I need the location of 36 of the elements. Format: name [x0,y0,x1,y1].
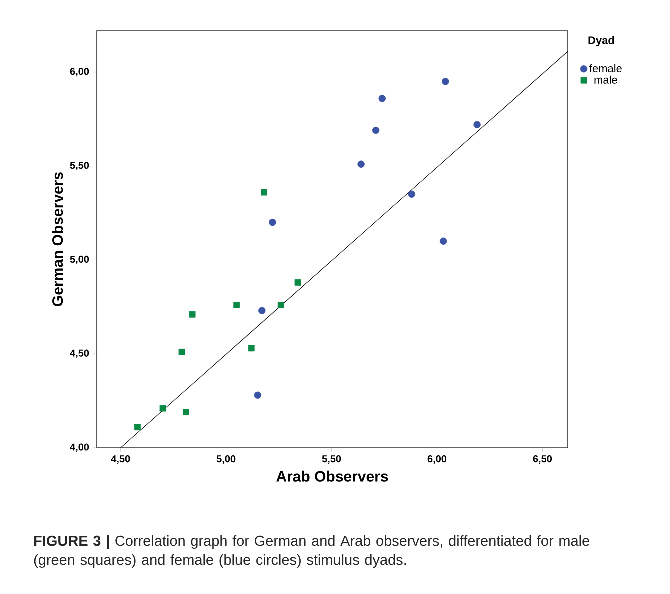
point [160,405,166,412]
x-tick-label: 4,50 [111,456,130,464]
x-tick-label: 5,50 [322,456,342,464]
point [178,348,186,356]
text: FIGURE 3 | Correlation graph for German and Arab observers, differentiated for male (green squares) and female (blue circles) stimulus dyads. [34,536,590,568]
legend-label: male [594,76,618,84]
x-axis-title: Arab Observers [276,470,388,482]
point [474,121,481,129]
point [408,190,416,198]
point [248,345,255,352]
point [294,279,302,286]
point [440,238,448,245]
y-tick-label: 6,00 [70,68,90,77]
point [254,392,262,399]
point [358,160,365,168]
y-tick-label: 5,00 [70,256,90,264]
point [378,95,386,102]
point [442,78,450,86]
point [278,302,284,308]
point [261,189,268,196]
point [134,424,141,431]
point [189,311,196,318]
y-axis-title: German Observers [52,172,64,306]
point [234,302,240,308]
point [269,218,276,226]
x-tick-label: 5,00 [216,456,236,464]
y-tick-label: 4,00 [70,444,90,452]
x-tick-label: 6,50 [533,456,552,464]
point [183,409,190,416]
y-tick-label: 4,50 [70,350,90,358]
legend-label: female [590,64,622,72]
point [372,126,380,134]
legend-title: Dyad [588,36,614,47]
x-tick-label: 6,00 [428,456,447,464]
y-tick-label: 5,50 [70,162,90,170]
point [258,307,266,314]
